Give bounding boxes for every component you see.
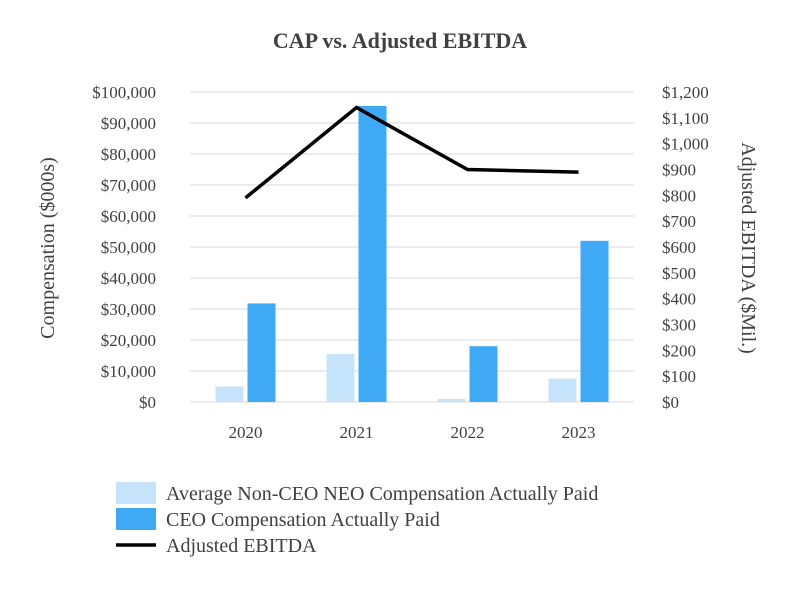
ceo-cap-bar bbox=[247, 303, 276, 402]
neo-cap-bar bbox=[437, 398, 466, 402]
x-tick-label: 2021 bbox=[340, 423, 374, 442]
y2-tick-label: $1,100 bbox=[662, 109, 709, 128]
x-tick-label: 2020 bbox=[229, 423, 263, 442]
y2-tick-label: $1,200 bbox=[662, 83, 709, 102]
y2-tick-label: $400 bbox=[662, 290, 696, 309]
y2-tick-label: $500 bbox=[662, 264, 696, 283]
x-axis-ticks: 2020 2021 2022 2023 bbox=[229, 423, 596, 442]
ceo-cap-bar bbox=[358, 105, 387, 402]
y-tick-label: $70,000 bbox=[101, 176, 156, 195]
y-tick-label: $0 bbox=[139, 393, 156, 412]
y2-tick-label: $1,000 bbox=[662, 135, 709, 154]
neo-cap-bar bbox=[326, 353, 355, 402]
x-tick-label: 2023 bbox=[562, 423, 596, 442]
y2-tick-label: $300 bbox=[662, 316, 696, 335]
y2-tick-label: $700 bbox=[662, 212, 696, 231]
y2-tick-label: $100 bbox=[662, 367, 696, 386]
bars bbox=[215, 105, 609, 402]
legend-label: Average Non-CEO NEO Compensation Actuall… bbox=[166, 483, 598, 505]
y-axis-title: Compensation ($000s) bbox=[37, 157, 59, 339]
y-tick-label: $60,000 bbox=[101, 207, 156, 226]
y-tick-label: $30,000 bbox=[101, 300, 156, 319]
y2-tick-label: $600 bbox=[662, 238, 696, 257]
legend-label: CEO Compensation Actually Paid bbox=[166, 509, 440, 531]
y-tick-label: $40,000 bbox=[101, 269, 156, 288]
y-tick-label: $50,000 bbox=[101, 238, 156, 257]
legend: Average Non-CEO NEO Compensation Actuall… bbox=[116, 482, 598, 557]
neo-cap-bar bbox=[548, 378, 577, 402]
neo-cap-bar bbox=[215, 386, 244, 402]
chart-title: CAP vs. Adjusted EBITDA bbox=[273, 28, 527, 53]
y2-tick-label: $900 bbox=[662, 161, 696, 180]
y-tick-label: $100,000 bbox=[92, 83, 156, 102]
y-tick-label: $80,000 bbox=[101, 145, 156, 164]
ceo-cap-bar bbox=[469, 346, 498, 402]
legend-swatch-ceo bbox=[116, 508, 156, 530]
right-axis-ticks: $0 $100 $200 $300 $400 $500 $600 $700 $800 $900 $1… bbox=[662, 83, 709, 412]
legend-label: Adjusted EBITDA bbox=[166, 535, 317, 557]
y2-axis-title: Adjusted EBITDA ($Mil.) bbox=[737, 142, 759, 354]
x-tick-label: 2022 bbox=[451, 423, 485, 442]
left-axis-ticks: $0 $10,000 $20,000 $30,000 $40,000 $50,000 $60… bbox=[92, 83, 156, 412]
y-tick-label: $20,000 bbox=[101, 331, 156, 350]
y2-tick-label: $0 bbox=[662, 393, 679, 412]
y2-tick-label: $800 bbox=[662, 186, 696, 205]
ebitda-line bbox=[244, 105, 579, 200]
y-tick-label: $90,000 bbox=[101, 114, 156, 133]
legend-swatch-neo bbox=[116, 482, 156, 504]
y-tick-label: $10,000 bbox=[101, 362, 156, 381]
ceo-cap-bar bbox=[580, 240, 609, 402]
y2-tick-label: $200 bbox=[662, 341, 696, 360]
line-series bbox=[244, 105, 579, 200]
